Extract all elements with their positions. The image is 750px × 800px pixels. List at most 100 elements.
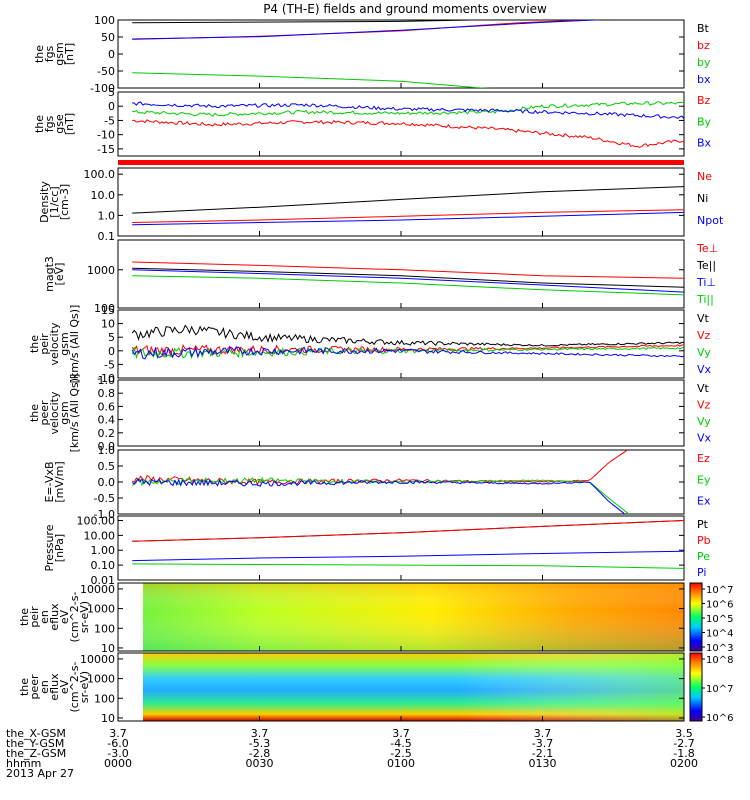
peir_spectrogram-ytick-label: 10000 (80, 583, 115, 596)
pressure-ytick-label: 10.00 (84, 529, 116, 542)
x-axis-value: 3.7 (109, 727, 127, 740)
x-axis-row-label: hhmm (6, 757, 41, 770)
peir_velocity-line-Vx (131, 346, 684, 360)
density-ytick-label: 10.0 (91, 189, 116, 202)
fgs_gsm-ytick-label: 0 (108, 48, 115, 61)
peer_velocity-ylabel: peer (38, 400, 51, 426)
peer_spectrogram-ytick-label: 100 (94, 692, 115, 705)
temperature-legend-Te||: Te|| (696, 259, 716, 272)
colorbar-tick-label: 10^6 (706, 600, 733, 611)
x-axis-row-label: the_Y-GSM (6, 737, 64, 750)
peir_velocity-legend-Vz: Vz (697, 329, 711, 342)
fgs_gse-series (132, 101, 684, 148)
efield-line-Ez (131, 450, 629, 486)
pressure-legend-Pt: Pt (697, 518, 709, 531)
fgs_gsm-ytick-label: 100 (94, 14, 115, 27)
fgs_gse-ylabel: gse (53, 114, 66, 134)
density-line-Ne (132, 209, 684, 223)
fgs_gse-ytick-label: -15 (97, 143, 115, 156)
density-ylabel: Density (38, 181, 51, 223)
fgs_gse-ylabel: the (33, 115, 46, 133)
temperature-ytick-label: 100 (94, 302, 115, 315)
peer_velocity-ytick-label: 0.0 (98, 440, 116, 453)
density-legend-Ni: Ni (697, 192, 708, 205)
fgs_gsm-legend-bx: bx (697, 73, 711, 86)
temperature-ytick-label: 1000 (87, 264, 115, 277)
panel-efield: 1.0 0.5 0.0 -0.5 -1.0 E=-VxB[mV/m] Ez Ey Ex (43, 444, 711, 521)
efield-ylabel: [mV/m] (53, 461, 66, 502)
peir_velocity-ylabel: velocity (48, 322, 61, 365)
x-axis-value: -2.8 (249, 747, 270, 760)
colorbar-peir-gradient (689, 582, 703, 652)
peir_velocity-legend-Vx: Vx (697, 363, 712, 376)
fgs_gse-line-By (132, 101, 684, 117)
figure-title: P4 (TH-E) fields and ground moments over… (263, 2, 547, 16)
pressure-legend-Pb: Pb (697, 534, 711, 547)
efield-line-Ex (131, 478, 626, 514)
panel-pressure: 100.00 10.00 1.00 0.10 0.01 Pressure[nPa] Pt Pb… (43, 514, 711, 587)
peer_velocity-ytick-label: 0.6 (98, 400, 116, 413)
efield-legend-Ez: Ez (697, 452, 710, 465)
density-line-Npot (132, 211, 684, 226)
pressure-ytick-label: 0.10 (91, 559, 116, 572)
temperature-line-Te|| (132, 267, 684, 288)
x-axis-value: 0130 (529, 757, 557, 770)
peir_velocity-series (131, 324, 684, 360)
temperature-line-Te⊥ (132, 261, 684, 279)
density-series (132, 186, 684, 226)
panel-peir_spectrogram: 10000 1000 100 10 thepeirenefluxeV(cm^2-s-sr… (18, 582, 685, 655)
x-axis-value: 3.7 (251, 727, 269, 740)
peir_velocity-ytick-label: -10 (97, 372, 115, 385)
colorbar-tick-label: 10^6 (706, 713, 733, 724)
peer_velocity-legend-Vx: Vx (697, 432, 712, 445)
x-axis-date: 2013 Apr 27 (6, 767, 74, 780)
x-axis-value: 3.5 (675, 727, 693, 740)
peer_velocity-ylabel: velocity (48, 391, 61, 434)
peir_spectrogram-ylabel: (cm^2-s- (68, 592, 81, 643)
fgs_gsm-line-by (132, 72, 491, 88)
efield-ylabel: E=-VxB (43, 461, 56, 502)
fgs_gsm-ytick-label: 50 (101, 31, 115, 44)
x-axis-value: 0200 (670, 757, 698, 770)
peer_spectrogram-ylabel: peer (28, 674, 41, 700)
x-axis-row-label: the_Z-GSM (6, 747, 66, 760)
peir_spectrogram-ylabel: eflux (48, 603, 61, 631)
peir_velocity-line-Vt (131, 324, 684, 347)
x-axis-value: -5.3 (249, 737, 270, 750)
temperature-ylabel: magt3 (43, 256, 56, 292)
fgs_gsm-legend-Bt: Bt (697, 22, 710, 35)
peir_velocity-ylabel: peir (38, 333, 51, 355)
peer_velocity-legend-Vt: Vt (697, 382, 710, 395)
fgs_gsm-ylabel: the (33, 45, 46, 63)
panel-density: 100.0 10.0 1.0 0.1 Density[1/cc][cm-3] Ne Ni Np… (38, 167, 724, 243)
pressure-ylabel: [nPa] (53, 534, 66, 562)
x-axis-value: 0100 (387, 757, 415, 770)
peer_velocity-ylabel: [km/s (All Qs)] (68, 374, 81, 453)
temperature-series (132, 261, 684, 296)
density-ylabel: [1/cc] (48, 186, 61, 217)
fgs_gsm-line-bz (132, 20, 597, 40)
peir_velocity-ylabel: [km/s (All Qs)] (68, 305, 81, 384)
colorbar-peir: 10^7 10^6 10^5 10^4 10^3 (689, 582, 733, 654)
peir_velocity-ytick-label: 0 (108, 345, 115, 358)
density-frame (117, 167, 685, 237)
pressure-ytick-label: 1.00 (91, 544, 116, 557)
fgs_gsm-ylabel: gsm (53, 42, 66, 65)
x-axis-value: -1.8 (673, 747, 694, 760)
peer_spectrogram-ylabel: sr-eV) (78, 671, 91, 703)
pressure-ytick-label: 100.00 (77, 514, 116, 527)
panel-peer_velocity: 1.00.80.60.40.20.0 thepeervelocitygsm[km/… (28, 374, 712, 453)
peer_spectrogram-ylabel: (cm^2-s- (68, 662, 81, 713)
peir_velocity-line-Vy (131, 345, 684, 360)
pressure-line-Pe (132, 563, 684, 569)
efield-ytick-label: 0.0 (98, 476, 116, 489)
pressure-ylabel: Pressure (43, 524, 56, 571)
colorbar-tick-label: 10^3 (706, 643, 733, 654)
fgs_gsm-ylabel: fgs (43, 45, 56, 62)
peer_velocity-frame (117, 379, 685, 447)
temperature-line-Ti⊥ (132, 269, 684, 293)
peir_velocity-ytick-label: -5 (104, 358, 115, 371)
peer_velocity-legend-Vy: Vy (697, 415, 711, 428)
peir_velocity-legend-Vy: Vy (697, 346, 711, 359)
